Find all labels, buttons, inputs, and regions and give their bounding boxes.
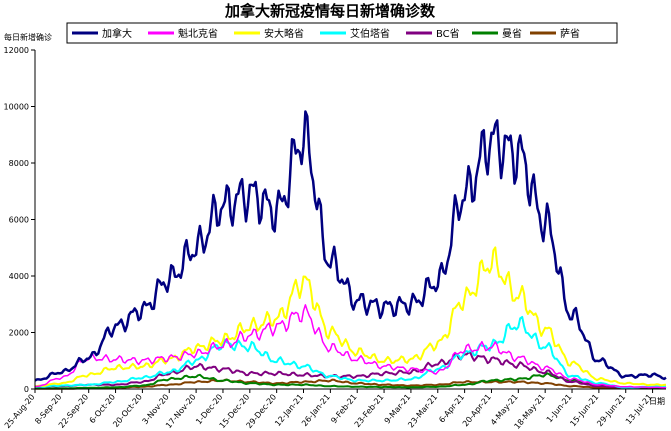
x-tick-label: 6-Apr-21 — [437, 393, 466, 425]
y-tick-label: 4000 — [9, 272, 29, 281]
y-axis: 0 2000 4000 6000 8000 10000 12000 — [4, 46, 35, 394]
legend-label-0: 加拿大 — [102, 27, 132, 40]
x-tick-label: 25-Aug-20 — [3, 393, 37, 431]
legend-label-1: 魁北克省 — [178, 27, 218, 40]
x-tick-label: 29-Jun-21 — [595, 393, 627, 429]
x-tick-label: 26-Jan-21 — [300, 393, 332, 429]
y-tick-label: 0 — [24, 385, 29, 394]
series-line-4 — [34, 351, 667, 389]
y-tick-label: 12000 — [4, 46, 29, 55]
chart-title: 加拿大新冠疫情每日新增确诊数 — [224, 2, 436, 20]
series-line-1 — [34, 304, 667, 389]
legend: 加拿大 魁北克省 安大略省 艾伯塔省 BC省 曼省 萨省 — [72, 27, 580, 40]
series-line-2 — [35, 246, 667, 388]
y-axis-label: 每日新增确诊 — [4, 32, 52, 42]
x-tick-label: 13-Jul-21 — [624, 393, 654, 427]
legend-label-4: BC省 — [436, 27, 460, 40]
y-tick-label: 2000 — [9, 329, 29, 338]
series-line-0 — [34, 110, 667, 382]
x-tick-label: 1-Jun-21 — [545, 393, 574, 425]
series-line-3 — [34, 315, 667, 389]
x-axis-label: 日期 — [649, 397, 665, 406]
y-tick-label: 10000 — [4, 103, 29, 112]
y-tick-label: 6000 — [9, 216, 29, 225]
legend-label-5: 曼省 — [502, 27, 522, 40]
y-tick-label: 8000 — [9, 159, 29, 168]
legend-label-2: 安大略省 — [264, 27, 304, 40]
x-axis: 25-Aug-208-Sep-2022-Sep-206-Oct-2020-Oct… — [3, 389, 654, 431]
series-layer — [34, 110, 667, 390]
legend-label-3: 艾伯塔省 — [350, 27, 390, 40]
legend-label-6: 萨省 — [560, 27, 580, 40]
